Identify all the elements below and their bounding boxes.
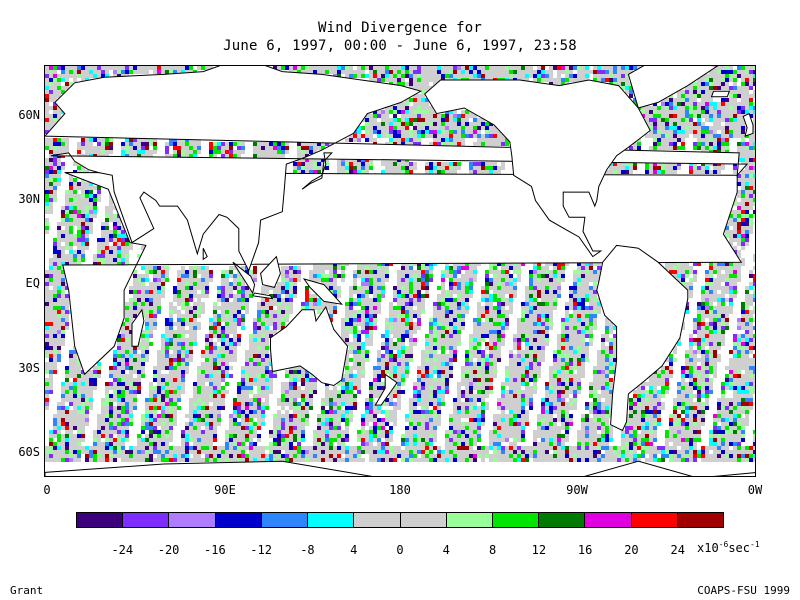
unit-exponent-2: -1 (750, 540, 760, 549)
colorbar-swatch (354, 513, 401, 527)
colorbar-swatch (215, 513, 262, 527)
colorbar-tick-label: -20 (157, 543, 180, 557)
map-frame (44, 65, 756, 477)
colorbar-tick-label: -16 (204, 543, 226, 557)
land-mass (374, 373, 398, 406)
unit-exponent: -6 (718, 540, 729, 549)
land-mass (424, 79, 651, 258)
colorbar-swatch (123, 513, 170, 527)
colorbar-tick-label: 4 (350, 543, 358, 557)
colorbar-swatch (631, 513, 678, 527)
colorbar-tick-label: 0 (396, 543, 404, 557)
land-mass (596, 244, 689, 432)
lat-label-30s: 30S (18, 361, 40, 375)
land-mass (742, 112, 754, 137)
colorbar-tick-label: 16 (577, 543, 593, 557)
colorbar-swatch (585, 513, 632, 527)
lat-label-30n: 30N (18, 192, 40, 206)
land-mass (260, 255, 281, 288)
colorbar-tick-label: -8 (300, 543, 315, 557)
land-mass (202, 247, 208, 261)
colorbar-swatch (677, 513, 724, 527)
colorbar-tick-label: 12 (531, 543, 547, 557)
unit-suffix: sec (728, 541, 751, 555)
lon-label-0w: 0W (747, 483, 763, 497)
land-mass (710, 90, 731, 98)
land-mass (45, 460, 755, 476)
colorbar-swatch (446, 513, 493, 527)
lon-label-90e: 90E (214, 483, 236, 497)
land-mass (302, 278, 344, 305)
colorbar-swatch (308, 513, 355, 527)
lat-label-eq: EQ (25, 276, 40, 290)
lat-label-60n: 60N (18, 108, 40, 122)
colorbar-tick-label: 24 (670, 543, 685, 557)
land-mass (45, 66, 749, 272)
colorbar-unit: x10-6sec-1 (697, 540, 760, 555)
colorbar-swatch (261, 513, 309, 527)
lat-label-60s: 60S (18, 445, 40, 459)
colorbar-swatch (492, 513, 540, 527)
lon-label-180: 180 (389, 483, 411, 497)
colorbar-tick-label: 4 (442, 543, 450, 557)
land-mass (251, 292, 274, 300)
footer-credit: COAPS-FSU 1999 (697, 584, 790, 597)
colorbar-swatch (77, 513, 124, 527)
colorbar (76, 512, 724, 528)
lon-label-0: 0 (43, 483, 51, 497)
colorbar-tick-label: 8 (488, 543, 497, 557)
colorbar-swatch (400, 513, 447, 527)
coastlines (45, 66, 755, 476)
divergence-map (45, 66, 755, 476)
land-mass (627, 66, 719, 109)
colorbar-tick-label: 20 (624, 543, 639, 557)
land-mass (301, 152, 333, 190)
colorbar-tick-label: -12 (250, 543, 272, 557)
lon-label-90w: 90W (566, 483, 588, 497)
footer-author: Grant (10, 584, 44, 597)
land-mass (270, 305, 349, 387)
map-subtitle: June 6, 1997, 00:00 - June 6, 1997, 23:5… (223, 38, 577, 54)
land-mass (232, 261, 256, 295)
unit-prefix: x10 (697, 541, 719, 555)
colorbar-swatch (539, 513, 586, 527)
map-title: Wind Divergence for (318, 20, 482, 36)
land-mass (131, 308, 145, 347)
colorbar-swatch (169, 513, 216, 527)
colorbar-tick-label: -24 (111, 543, 134, 557)
